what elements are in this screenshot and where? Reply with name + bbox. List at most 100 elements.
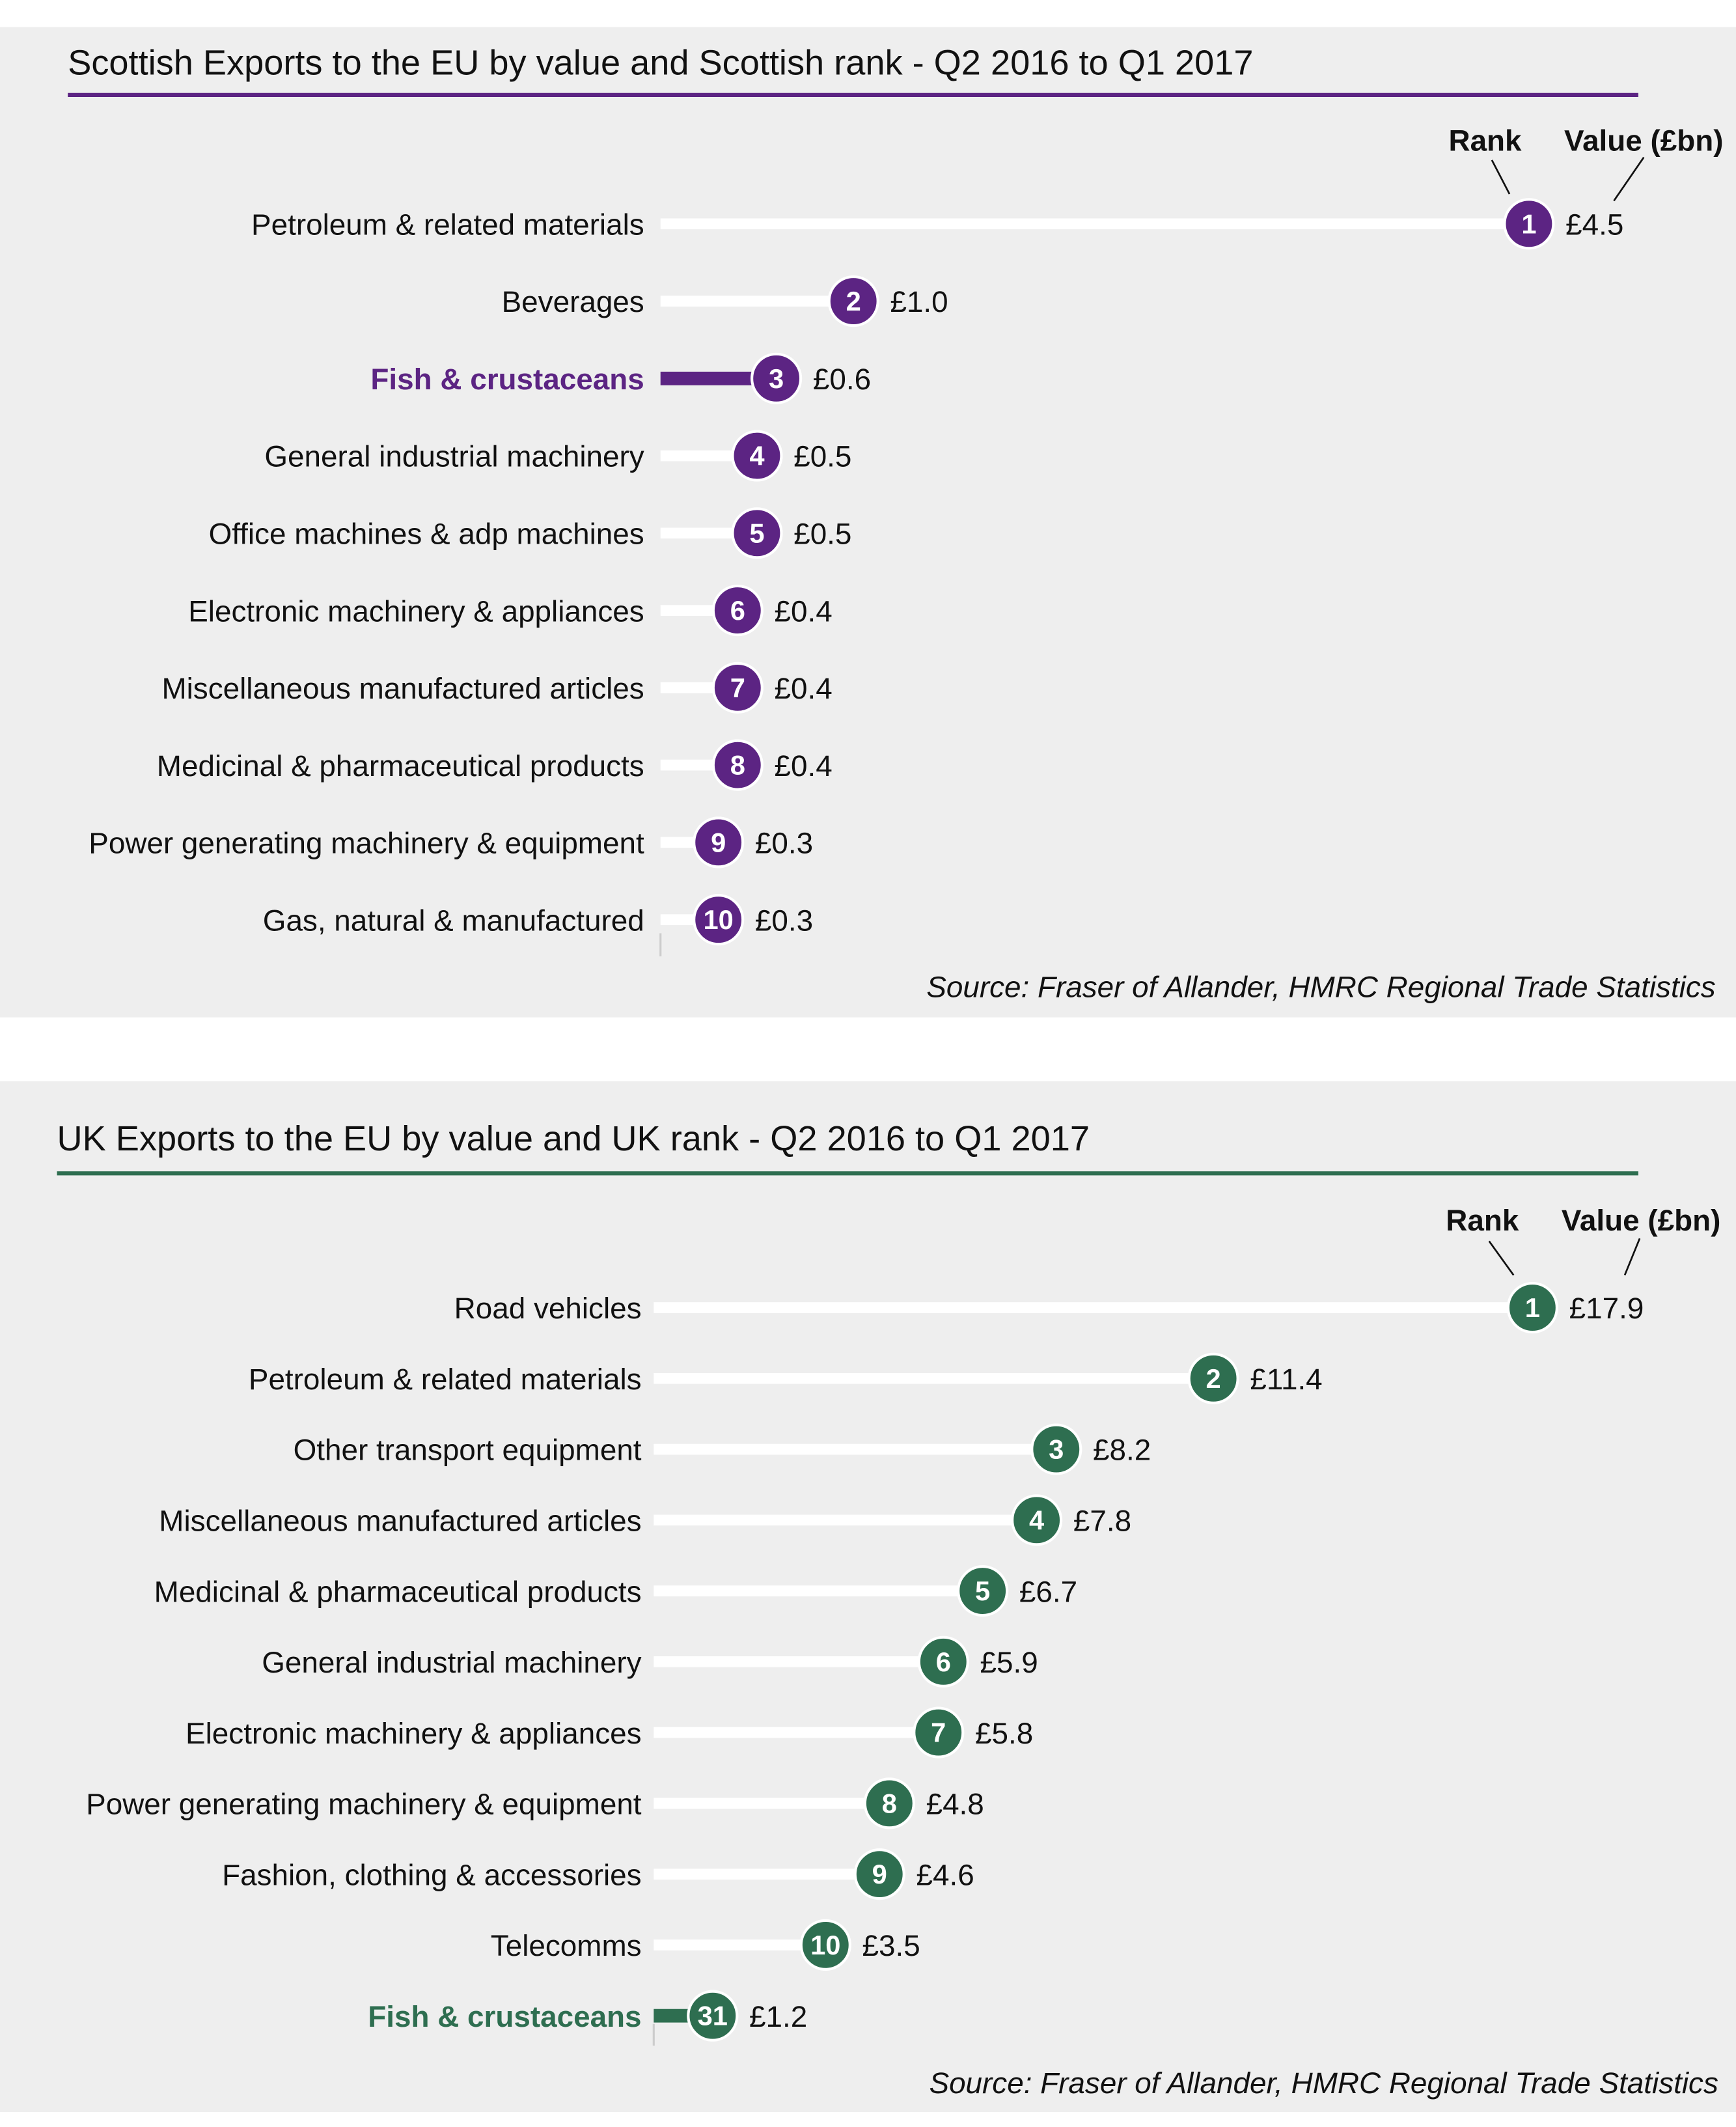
rank-marker bbox=[957, 1564, 1009, 1617]
rank-marker bbox=[827, 275, 879, 327]
bar bbox=[654, 1302, 1533, 1313]
value-header: Value (£bn) bbox=[1562, 1204, 1720, 1237]
bar-row: Telecomms 10 £3.5 bbox=[491, 1919, 920, 1971]
rank-marker bbox=[711, 585, 764, 637]
rank-marker bbox=[1503, 198, 1555, 250]
category-label: Gas, natural & manufactured bbox=[263, 904, 644, 937]
value-label: £8.2 bbox=[1093, 1434, 1151, 1467]
bar bbox=[660, 371, 777, 385]
rank-marker bbox=[751, 352, 803, 404]
rank-marker bbox=[687, 1990, 739, 2042]
rank-marker bbox=[913, 1706, 965, 1759]
value-label: £11.4 bbox=[1250, 1363, 1322, 1396]
rank-marker bbox=[731, 507, 783, 559]
source-note: Source: Fraser of Allander, HMRC Regiona… bbox=[926, 970, 1715, 1003]
rank-marker bbox=[853, 1848, 905, 1900]
rank-label: 5 bbox=[975, 1576, 990, 1606]
value-label: £5.8 bbox=[975, 1717, 1033, 1750]
rank-leader-line bbox=[1488, 1240, 1515, 1276]
value-label: £1.0 bbox=[890, 285, 948, 318]
rank-label: 10 bbox=[810, 1930, 840, 1960]
value-label: £6.7 bbox=[1019, 1575, 1077, 1608]
category-label: Power generating machinery & equipment bbox=[89, 827, 644, 860]
category-label: Fish & crustaceans bbox=[370, 363, 644, 396]
rank-label: 2 bbox=[846, 286, 861, 316]
value-label: £7.8 bbox=[1073, 1504, 1131, 1537]
source-note: Source: Fraser of Allander, HMRC Regiona… bbox=[930, 2066, 1718, 2100]
value-label: £5.9 bbox=[980, 1646, 1038, 1679]
value-label: £4.5 bbox=[1565, 208, 1623, 241]
bar-row: General industrial machinery 4 £0.5 bbox=[264, 430, 851, 482]
value-label: £17.9 bbox=[1569, 1292, 1644, 1325]
rank-marker bbox=[1011, 1494, 1063, 1546]
value-label: £0.5 bbox=[793, 518, 851, 551]
rank-marker bbox=[693, 816, 745, 869]
value-leader-line bbox=[1623, 1238, 1641, 1276]
rank-label: 9 bbox=[872, 1859, 887, 1889]
bar-row: Medicinal & pharmaceutical products 8 £0.4 bbox=[157, 739, 833, 791]
rank-label: 7 bbox=[931, 1717, 946, 1748]
bar-row: Electronic machinery & appliances 7 £5.8 bbox=[186, 1706, 1033, 1759]
rank-marker bbox=[693, 894, 745, 946]
rank-marker bbox=[799, 1919, 851, 1971]
bar-row: Office machines & adp machines 5 £0.5 bbox=[209, 507, 851, 559]
bar-row: Gas, natural & manufactured 10 £0.3 bbox=[263, 894, 813, 946]
rank-label: 1 bbox=[1521, 208, 1536, 239]
bar-row: Petroleum & related materials 1 £4.5 bbox=[251, 198, 1623, 250]
chart-title: Scottish Exports to the EU by value and … bbox=[68, 44, 1253, 83]
rank-label: 9 bbox=[711, 827, 726, 857]
category-label: Miscellaneous manufactured articles bbox=[159, 1504, 641, 1537]
rank-label: 6 bbox=[730, 595, 745, 626]
rank-marker bbox=[711, 661, 764, 714]
rank-label: 3 bbox=[769, 363, 784, 394]
value-label: £0.4 bbox=[775, 594, 833, 628]
bar-row: Fashion, clothing & accessories 9 £4.6 bbox=[222, 1848, 974, 1900]
bar-row: Beverages 2 £1.0 bbox=[502, 275, 948, 327]
bar-row: Power generating machinery & equipment 8 £… bbox=[86, 1777, 984, 1829]
rank-header: Rank bbox=[1446, 1204, 1519, 1237]
bar-row: Other transport equipment 3 £8.2 bbox=[294, 1423, 1151, 1475]
bar-row: Petroleum & related materials 2 £11.4 bbox=[249, 1352, 1323, 1404]
rank-label: 5 bbox=[749, 518, 764, 548]
scotland-chart: Scottish Exports to the EU by value and … bbox=[68, 44, 1724, 1003]
bar-row: Miscellaneous manufactured articles 7 £0.4 bbox=[161, 661, 833, 714]
bar-row: Miscellaneous manufactured articles 4 £7.8 bbox=[159, 1494, 1131, 1546]
category-label: Petroleum & related materials bbox=[251, 208, 644, 241]
value-label: £4.8 bbox=[926, 1788, 984, 1821]
value-label: £0.3 bbox=[755, 904, 813, 937]
category-label: Beverages bbox=[502, 285, 644, 318]
bar-row: General industrial machinery 6 £5.9 bbox=[262, 1635, 1038, 1688]
value-label: £1.2 bbox=[749, 2000, 807, 2033]
rank-marker bbox=[1187, 1352, 1239, 1404]
chart-title: UK Exports to the EU by value and UK ran… bbox=[57, 1119, 1090, 1158]
rank-label: 31 bbox=[698, 2001, 728, 2031]
bar bbox=[654, 1869, 880, 1880]
rank-label: 10 bbox=[703, 904, 733, 935]
category-label: Road vehicles bbox=[454, 1292, 642, 1325]
category-label: Medicinal & pharmaceutical products bbox=[157, 749, 644, 783]
bar bbox=[660, 218, 1529, 230]
category-label: Power generating machinery & equipment bbox=[86, 1788, 642, 1821]
bar bbox=[654, 1727, 939, 1738]
uk-chart: UK Exports to the EU by value and UK ran… bbox=[57, 1119, 1720, 2100]
category-label: General industrial machinery bbox=[262, 1646, 641, 1679]
rank-marker bbox=[731, 430, 783, 482]
bar-row: Road vehicles 1 £17.9 bbox=[454, 1281, 1644, 1334]
panel-uk-background bbox=[0, 1081, 1736, 2113]
value-header: Value (£bn) bbox=[1564, 124, 1723, 157]
bar-row: Medicinal & pharmaceutical products 5 £6.7 bbox=[154, 1564, 1077, 1617]
rank-label: 8 bbox=[882, 1788, 897, 1818]
bar-row: Fish & crustaceans 3 £0.6 bbox=[370, 352, 871, 404]
category-label: Fish & crustaceans bbox=[368, 2000, 641, 2033]
category-label: Office machines & adp machines bbox=[209, 518, 644, 551]
rank-label: 4 bbox=[749, 441, 764, 471]
rank-header: Rank bbox=[1448, 124, 1522, 157]
category-label: Electronic machinery & appliances bbox=[186, 1717, 642, 1750]
value-label: £0.4 bbox=[775, 672, 833, 705]
rank-label: 7 bbox=[730, 673, 745, 703]
bar bbox=[654, 1656, 944, 1667]
rank-marker bbox=[711, 739, 764, 791]
rank-leader-line bbox=[1491, 160, 1511, 195]
rank-marker bbox=[917, 1635, 969, 1688]
